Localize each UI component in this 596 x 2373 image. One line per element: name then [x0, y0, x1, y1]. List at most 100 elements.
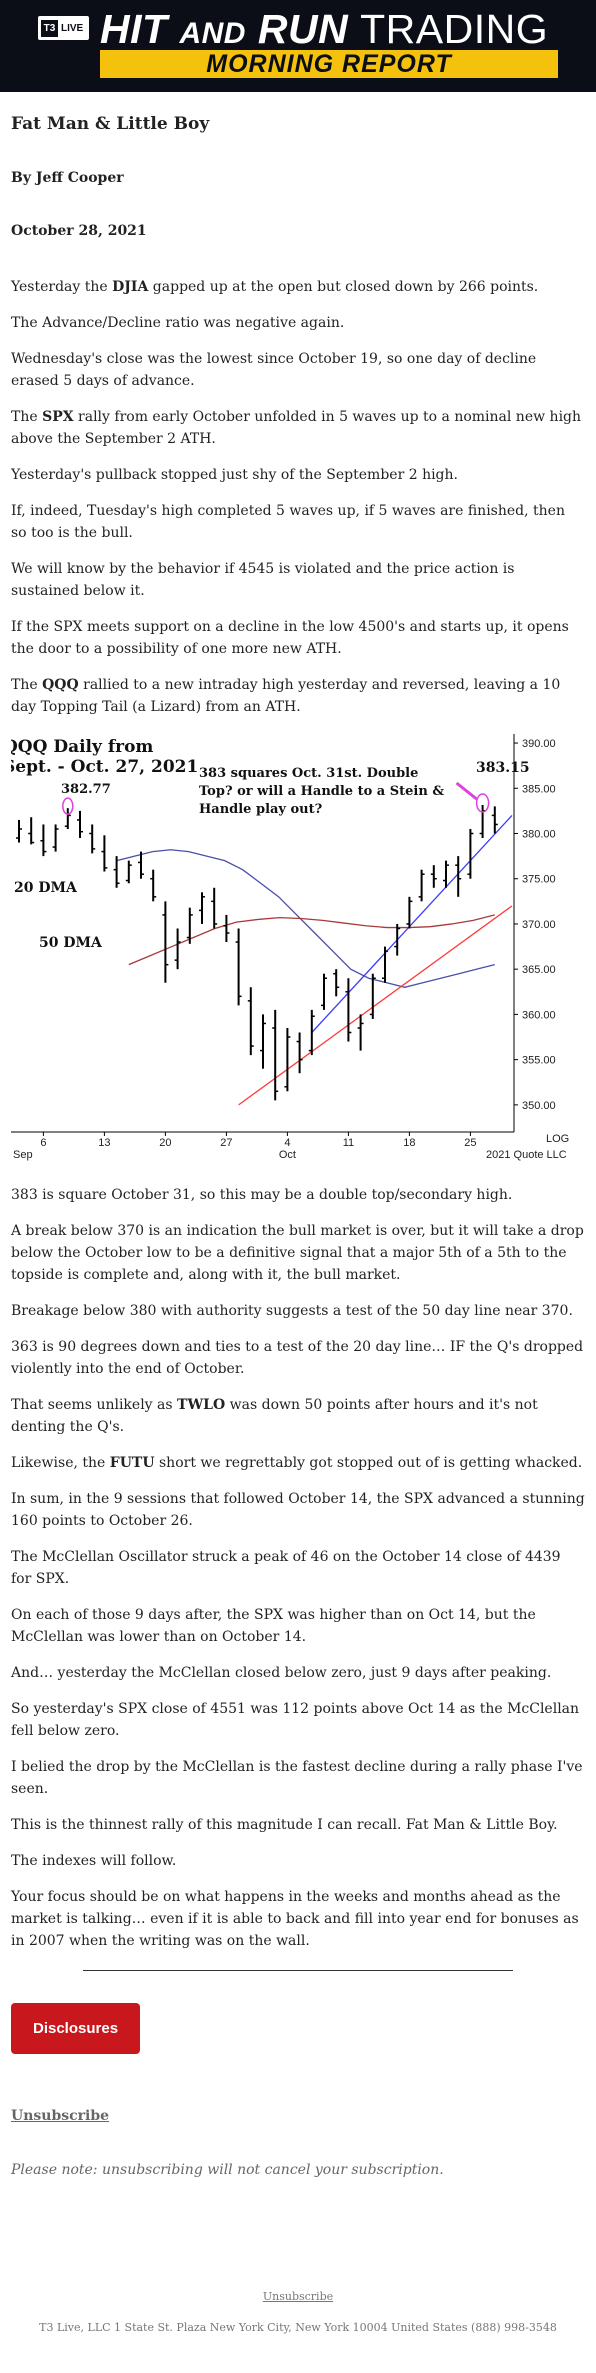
ohlc-bar — [479, 805, 486, 839]
ohlc-bar — [321, 973, 327, 1010]
ma20-label: 20 DMA — [14, 880, 78, 896]
ohlc-bar — [138, 851, 144, 879]
chart-title-line1: QQQ Daily from — [11, 737, 153, 757]
paragraph: Yesterday the DJIA gapped up at the open… — [11, 276, 585, 298]
ohlc-bar — [345, 978, 352, 1042]
paragraph-text: And… yesterday the McClellan closed belo… — [11, 1665, 552, 1681]
paragraph: The McClellan Oscillator struck a peak o… — [11, 1546, 585, 1590]
ohlc-bar — [333, 969, 340, 997]
unsubscribe-link[interactable]: Unsubscribe — [11, 2108, 110, 2124]
divider — [83, 1970, 513, 1971]
y-tick-label: 350.00 — [522, 1100, 556, 1112]
ohlc-bar — [125, 860, 132, 884]
paragraph-text: In sum, in the 9 sessions that followed … — [11, 1491, 585, 1529]
ohlc-bar — [16, 819, 22, 843]
ohlc-bar — [296, 1032, 303, 1074]
paragraph: I belied the drop by the McClellan is th… — [11, 1756, 585, 1800]
y-tick-label: 390.00 — [522, 738, 556, 750]
ohlc-bar — [443, 860, 449, 888]
x-tick-label: 20 — [159, 1137, 171, 1149]
ohlc-bar — [101, 835, 108, 872]
article-title: Fat Man & Little Boy — [11, 114, 210, 134]
ohlc-bar — [430, 865, 437, 888]
chart-annotation: Top? or will a Handle to a Stein & — [199, 784, 444, 799]
chart-annotation: Handle play out? — [199, 802, 323, 817]
paragraph-text: 383 is square October 31, so this may be… — [11, 1187, 513, 1203]
ticker-bold: FUTU — [109, 1455, 155, 1471]
paragraph-text: Breakage below 380 with authority sugges… — [11, 1303, 573, 1319]
paragraph: Likewise, the FUTU short we regrettably … — [11, 1452, 585, 1474]
ohlc-bar — [467, 828, 474, 879]
ohlc-bar — [235, 928, 242, 1006]
paragraph: If the SPX meets support on a decline in… — [11, 616, 585, 660]
paragraph: In sum, in the 9 sessions that followed … — [11, 1488, 585, 1532]
log-label: LOG — [546, 1133, 569, 1145]
ohlc-bar — [174, 928, 181, 970]
x-tick-label: 18 — [403, 1137, 415, 1149]
paragraph-text: If, indeed, Tuesday's high completed 5 w… — [11, 503, 565, 541]
paragraph-text: This is the thinnest rally of this magni… — [11, 1817, 558, 1833]
y-tick-label: 360.00 — [522, 1009, 556, 1021]
paragraph-text: The indexes will follow. — [11, 1853, 177, 1869]
paragraph-text: rally from early October unfolded in 5 w… — [11, 409, 582, 447]
unsubscribe-note: Please note: unsubscribing will not canc… — [11, 2162, 444, 2178]
brand-and: AND — [179, 17, 246, 50]
ohlc-bar — [394, 923, 401, 956]
x-tick-label: 6 — [40, 1137, 46, 1149]
y-tick-label: 385.00 — [522, 783, 556, 795]
paragraph: The Advance/Decline ratio was negative a… — [11, 312, 585, 334]
paragraph: Wednesday's close was the lowest since O… — [11, 348, 585, 392]
paragraph-text: The — [11, 677, 43, 693]
ohlc-bar — [308, 1009, 315, 1056]
article-body: Fat Man & Little Boy By Jeff Cooper Octo… — [0, 114, 596, 2334]
paragraph-text: was down 50 points after hours and it's … — [11, 1397, 538, 1435]
x-tick-label: 27 — [220, 1137, 232, 1149]
paragraph-text: On each of those 9 days after, the SPX w… — [11, 1607, 536, 1645]
ohlc-bar — [40, 824, 47, 857]
brand-run: RUN — [257, 6, 349, 52]
paragraph: We will know by the behavior if 4545 is … — [11, 558, 585, 602]
paragraph: So yesterday's SPX close of 4551 was 112… — [11, 1698, 585, 1742]
morning-report-bar: MORNING REPORT — [100, 50, 558, 78]
ohlc-bar — [64, 808, 71, 829]
paragraph-text: The Advance/Decline ratio was negative a… — [11, 315, 345, 331]
ma50-line — [128, 914, 495, 966]
y-tick-label: 380.00 — [522, 829, 556, 841]
ticker-bold: TWLO — [177, 1397, 226, 1413]
ma50-label: 50 DMA — [39, 935, 103, 951]
logo-mark: T3 — [41, 19, 58, 37]
y-tick-label: 375.00 — [522, 874, 556, 886]
paragraph-text: gapped up at the open but closed down by… — [148, 279, 539, 295]
x-tick-label: 11 — [343, 1137, 354, 1149]
disclosures-button[interactable]: Disclosures — [11, 2003, 141, 2054]
paragraph-text: If the SPX meets support on a decline in… — [11, 619, 569, 657]
month-label-sep: Sep — [13, 1149, 33, 1161]
ohlc-bar — [260, 1014, 266, 1069]
paragraph: This is the thinnest rally of this magni… — [11, 1814, 585, 1836]
paragraph-text: short we regrettably got stopped out of … — [154, 1455, 583, 1471]
t3-live-logo[interactable]: T3 LIVE — [38, 16, 89, 40]
paragraph: A break below 370 is an indication the b… — [11, 1220, 585, 1286]
x-tick-label: 4 — [284, 1137, 290, 1149]
y-tick-label: 355.00 — [522, 1055, 556, 1067]
paragraph-text: The — [11, 409, 43, 425]
brand-hit: HIT — [100, 6, 168, 52]
paragraph-text: I belied the drop by the McClellan is th… — [11, 1759, 583, 1797]
ma20-line — [116, 849, 495, 988]
ohlc-bar — [491, 806, 498, 834]
paragraph-text: A break below 370 is an indication the b… — [11, 1223, 584, 1283]
paragraph: The QQQ rallied to a new intraday high y… — [11, 674, 585, 718]
ohlc-bar — [382, 946, 388, 983]
paragraph-text: Yesterday's pullback stopped just shy of… — [11, 467, 458, 483]
paragraph-text: The McClellan Oscillator struck a peak o… — [11, 1549, 561, 1587]
paragraph: Your focus should be on what happens in … — [11, 1886, 585, 1952]
paragraph: And… yesterday the McClellan closed belo… — [11, 1662, 585, 1684]
paragraph-text: 363 is 90 degrees down and ties to a tes… — [11, 1339, 584, 1377]
brand-trading: TRADING — [360, 6, 549, 52]
paragraph-text: Yesterday the — [11, 279, 113, 295]
high-circle-right — [475, 793, 490, 813]
paragraph-text: Likewise, the — [11, 1455, 110, 1471]
footer-address: T3 Live, LLC 1 State St. Plaza New York … — [39, 2321, 557, 2334]
ohlc-bar — [455, 856, 462, 897]
footer-unsubscribe-link[interactable]: Unsubscribe — [262, 2290, 334, 2303]
